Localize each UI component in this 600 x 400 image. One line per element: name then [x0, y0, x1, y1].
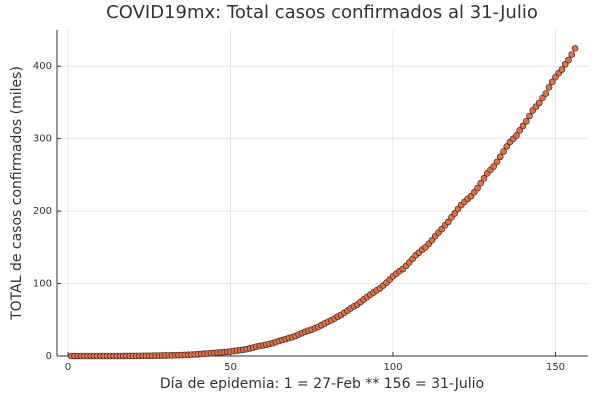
point	[526, 112, 533, 120]
point	[571, 45, 579, 52]
chart-title: COVID19mx: Total casos confirmados al 31…	[106, 2, 538, 23]
x-tick-label: 150	[546, 362, 565, 373]
point	[500, 148, 507, 155]
point	[519, 122, 527, 130]
point	[548, 78, 556, 86]
x-axis-label: Día de epidemia: 1 = 27-Feb ** 156 = 31-…	[160, 376, 484, 392]
point	[474, 184, 481, 192]
point	[522, 117, 530, 125]
point	[493, 158, 501, 166]
point	[503, 143, 511, 150]
x-tick-label: 0	[65, 362, 71, 373]
y-tick-label: 100	[33, 279, 52, 290]
point	[480, 175, 488, 182]
point	[477, 179, 485, 187]
point	[444, 218, 452, 226]
point	[513, 132, 520, 139]
point	[545, 84, 553, 91]
x-tick-label: 50	[224, 362, 237, 373]
y-tick-label: 300	[33, 134, 52, 145]
x-tick-label: 100	[383, 362, 402, 373]
point	[539, 94, 546, 102]
point	[542, 90, 550, 97]
y-axis-label: TOTAL de casos confirmados (miles)	[9, 66, 25, 321]
point	[516, 127, 524, 134]
y-tick-label: 400	[33, 61, 52, 72]
point	[568, 51, 576, 58]
point	[451, 210, 459, 217]
point	[496, 153, 504, 161]
y-tick-label: 200	[33, 206, 52, 217]
point	[490, 163, 498, 170]
point	[535, 99, 543, 107]
point	[558, 66, 566, 73]
y-tick-label: 0	[46, 351, 52, 362]
point	[565, 56, 572, 64]
